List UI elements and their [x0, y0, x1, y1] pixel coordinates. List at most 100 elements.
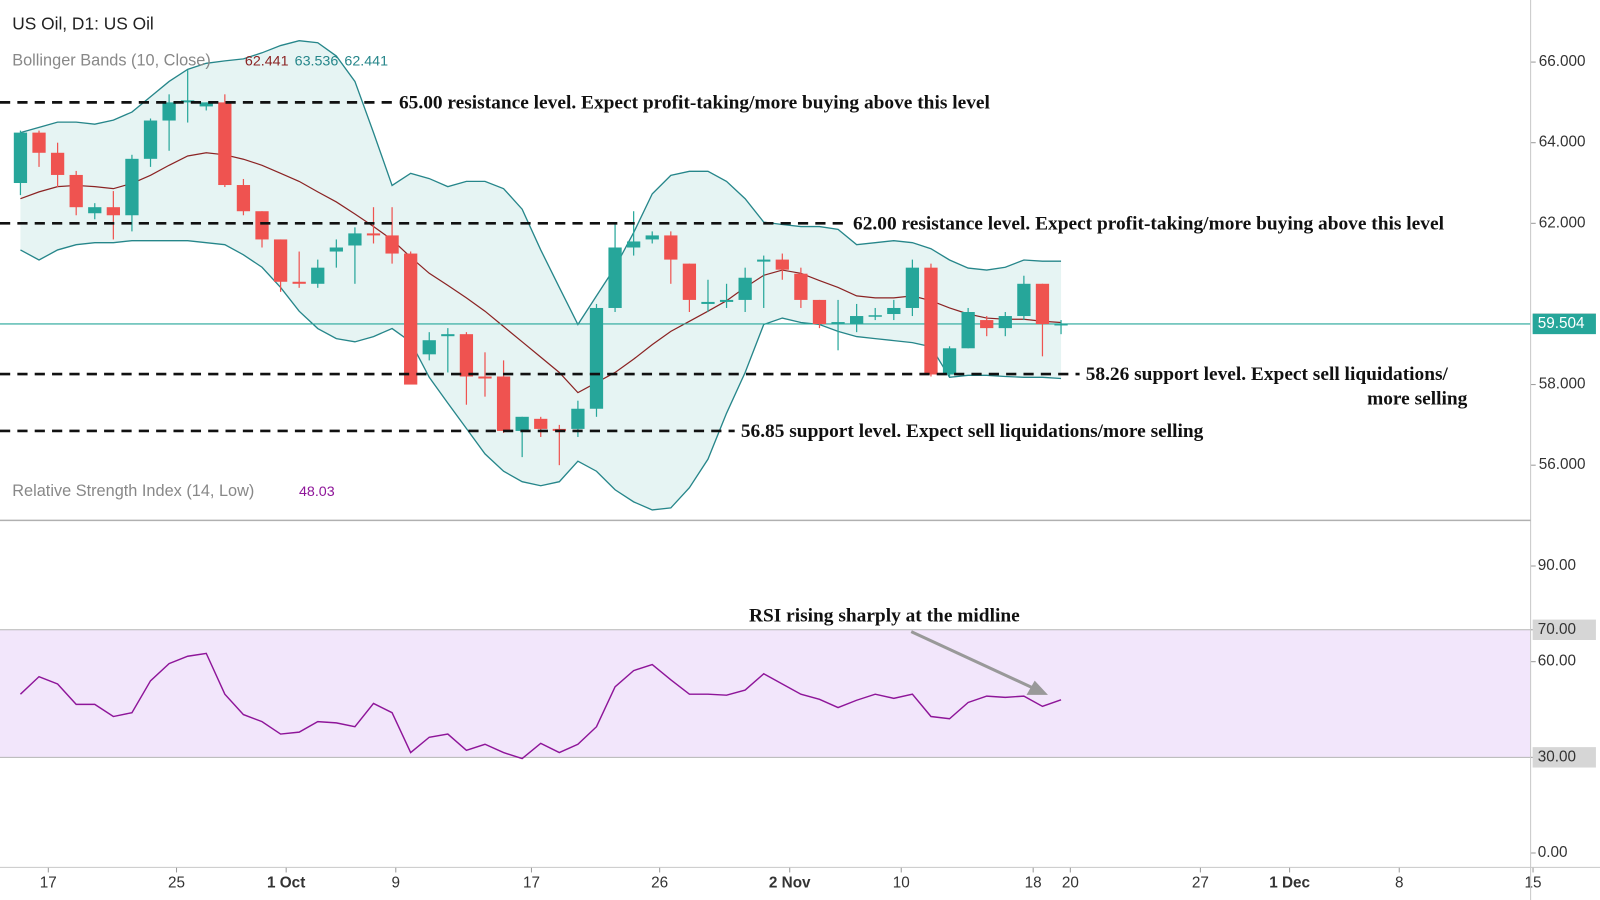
indicator-value: 62.441	[245, 53, 289, 69]
candle-body	[812, 299, 827, 325]
chart-title: US Oil, D1: US Oil	[12, 14, 154, 34]
candle-body	[794, 273, 808, 300]
y-tick-box	[1532, 747, 1596, 768]
candle-body	[441, 334, 455, 337]
x-tick-label: 17	[40, 875, 57, 892]
last-price-label: 59.504	[1538, 315, 1585, 332]
candle-body	[459, 334, 474, 377]
candle-body	[88, 207, 102, 214]
x-tick-label: 8	[1395, 875, 1404, 892]
candle-body	[719, 299, 734, 302]
candle-body	[608, 247, 622, 308]
band-lower	[20, 239, 1062, 511]
candle-body	[404, 253, 418, 385]
x-tick-label: 26	[651, 875, 668, 892]
x-tick-label: 18	[1025, 875, 1042, 892]
candle-body	[181, 100, 195, 103]
candle-body	[515, 416, 529, 431]
rsi-title: Relative Strength Index (14, Low)	[12, 482, 254, 500]
y-tick-label: 58.000	[1539, 376, 1586, 393]
candle-body	[1054, 323, 1068, 326]
candle-body	[143, 120, 158, 159]
band-upper	[20, 40, 1062, 326]
candle-body	[905, 267, 920, 308]
candle-body	[980, 320, 994, 329]
level-annotation: 58.26 support level. Expect sell liquida…	[1086, 364, 1449, 385]
candle-body	[329, 247, 343, 252]
candle-body	[850, 316, 864, 325]
y-tick-box	[1532, 619, 1596, 640]
candle-body	[589, 307, 604, 409]
level-annotation: 56.85 support level. Expect sell liquida…	[741, 421, 1204, 442]
level-annotation: 65.00 resistance level. Expect profit-ta…	[399, 93, 991, 114]
candle-body	[366, 233, 381, 236]
candle-body	[868, 315, 882, 317]
candle-body	[69, 174, 83, 208]
band-middle	[20, 152, 1062, 394]
x-tick-label: 2 Nov	[769, 875, 811, 892]
y-tick-label: 62.000	[1539, 214, 1586, 231]
y-tick-label: 56.000	[1539, 456, 1586, 473]
candle-body	[627, 241, 641, 248]
y-tick-label: 70.00	[1538, 621, 1576, 638]
x-tick-label: 9	[392, 875, 401, 892]
candle-body	[422, 340, 436, 355]
candle-body	[961, 312, 975, 349]
candle-body	[32, 132, 46, 153]
indicator-value: 62.441	[344, 53, 388, 69]
indicator-value: 63.536	[295, 53, 339, 69]
plot: 65.00 resistance level. Expect profit-ta…	[0, 40, 1596, 892]
x-tick-label: 27	[1192, 875, 1209, 892]
candle-body	[1035, 283, 1050, 325]
y-tick-label: 30.00	[1538, 748, 1576, 765]
annotation-arrow	[910, 630, 1036, 691]
x-tick-label: 17	[523, 875, 540, 892]
candle-body	[701, 301, 715, 304]
candle-body	[273, 239, 288, 282]
band-fill	[20, 40, 1062, 510]
candle-body	[757, 259, 771, 262]
x-tick-label: 20	[1062, 875, 1079, 892]
candle-body	[218, 102, 232, 186]
candle-body	[942, 348, 957, 375]
candle-body	[255, 211, 269, 240]
candle-body	[385, 235, 399, 254]
rsi-annotation: RSI rising sharply at the midline	[749, 605, 1020, 626]
candle-body	[478, 376, 492, 379]
candle-body	[682, 263, 697, 300]
last-price-box	[1532, 313, 1596, 335]
candle-body	[106, 207, 120, 216]
x-tick-label: 1 Oct	[267, 875, 305, 892]
x-tick-label: 10	[893, 875, 910, 892]
candle-body	[199, 102, 213, 107]
candle-body	[645, 235, 659, 240]
candle-body	[831, 322, 845, 325]
y-tick-label: 66.000	[1539, 53, 1586, 70]
x-tick-label: 25	[168, 875, 185, 892]
candle-body	[887, 307, 901, 315]
y-tick-label: 0.00	[1538, 844, 1568, 861]
candle-body	[50, 152, 65, 175]
candle-body	[1017, 283, 1031, 317]
y-tick-label: 60.00	[1538, 653, 1576, 670]
level-annotation: 62.00 resistance level. Expect profit-ta…	[853, 213, 1445, 234]
candle-body	[496, 376, 511, 431]
y-tick-label: 64.000	[1539, 134, 1586, 151]
candle-body	[664, 235, 678, 260]
rsi-band	[0, 629, 1531, 758]
level-annotation: more selling	[1367, 389, 1468, 410]
candle-body	[311, 267, 325, 284]
y-tick-label: 90.00	[1538, 557, 1576, 574]
arrow-head	[1026, 680, 1048, 695]
candle-body	[125, 158, 139, 216]
rsi-line	[19, 652, 1062, 760]
candle-body	[998, 316, 1012, 329]
candle-body	[738, 277, 752, 300]
candle-body	[534, 418, 548, 429]
candle-body	[13, 132, 28, 184]
candle-body	[571, 408, 585, 429]
indicator-title: Bollinger Bands (10, Close)	[12, 51, 211, 69]
candle-body	[924, 267, 938, 375]
x-tick-label: 1 Dec	[1269, 875, 1310, 892]
